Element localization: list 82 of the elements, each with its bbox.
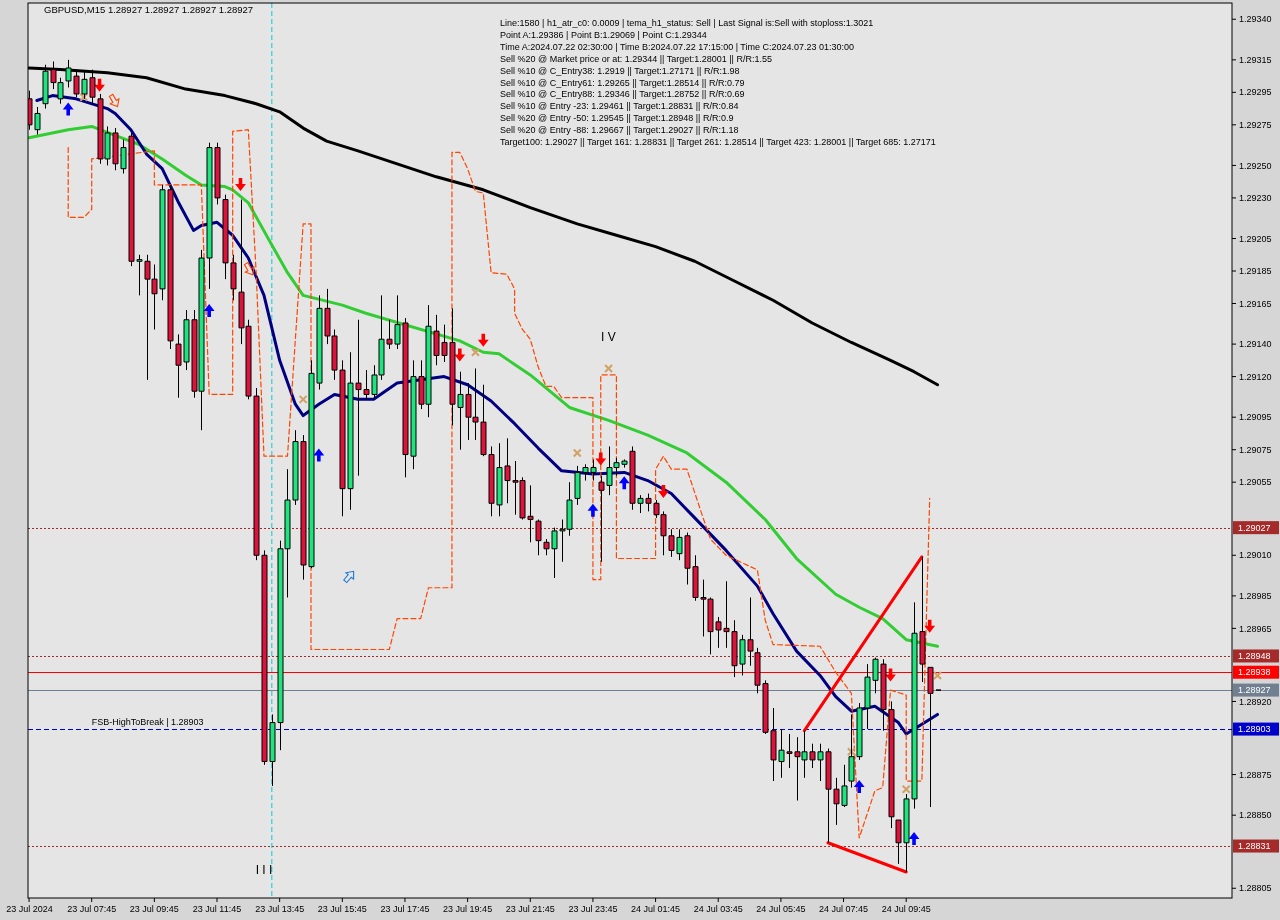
point (658, 484, 669, 498)
x-tick-label: 23 Jul 19:45 (443, 904, 493, 914)
ref-line-label: 1.29027 (1238, 522, 1271, 533)
annotation: Sell %10 @ Entry -23: 1.29461 || Target:1.28831 || R/R:0.84 (500, 101, 739, 112)
y-tick-label: 1.29230 (1239, 193, 1272, 204)
point (885, 668, 896, 682)
point (572, 448, 582, 458)
point (595, 452, 607, 466)
point (618, 476, 630, 490)
x-tick-label: 23 Jul 11:45 (192, 904, 242, 914)
y-tick-label: 1.28875 (1239, 769, 1272, 780)
x-tick-label: 24 Jul 05:45 (756, 904, 806, 914)
y-tick-label: 1.29205 (1239, 233, 1272, 244)
x-tick-label: 23 Jul 13:45 (255, 904, 305, 914)
point (298, 394, 308, 404)
annotation: Sell %20 @ Entry -88: 1.29667 || Target:1.29027 || R/R:1.18 (500, 125, 739, 136)
y-tick-label: 1.29055 (1239, 477, 1272, 488)
y-tick-label: 1.29340 (1239, 14, 1272, 25)
annotation: Time A:2024.07.22 02:30:00 | Time B:2024.07.22 17:15:00 | Time C:2024.07.23 01:30:00 (500, 41, 855, 52)
y-tick-label: 1.29095 (1239, 412, 1272, 423)
annotation: Sell %20 @ Market price or at: 1.29344 || Target:1.28001 || R/R:1.55 (500, 53, 772, 64)
y-tick-label: 1.29075 (1239, 444, 1272, 455)
ref-line-label: 1.28948 (1238, 651, 1271, 662)
x-tick-label: 23 Jul 21:45 (505, 904, 555, 914)
annotation: Sell %10 @ C_Entry38: 1.2919 || Target:1.27171 || R/R:1.98 (500, 65, 740, 76)
y-tick-label: 1.29250 (1239, 160, 1272, 171)
point (235, 177, 246, 191)
point (604, 363, 614, 373)
y-tick-label: 1.29275 (1239, 119, 1272, 130)
y-tick-label: 1.29185 (1239, 266, 1272, 277)
point (470, 347, 480, 357)
annotation: FSB-HighToBreak | 1.28903 (91, 717, 204, 728)
y-tick-label: 1.28965 (1239, 623, 1272, 634)
point (313, 448, 325, 462)
point (79, 92, 89, 102)
y-tick-label: 1.28805 (1239, 883, 1272, 894)
point (853, 779, 865, 793)
y-tick-label: 1.29315 (1239, 55, 1272, 65)
x-tick-label: 24 Jul 07:45 (819, 904, 869, 914)
point (454, 348, 466, 362)
point (203, 304, 215, 317)
point (908, 831, 920, 845)
annotation: Point A:1.29386 | Point B:1.29069 | Point C:1.29344 (500, 29, 707, 40)
point (62, 102, 74, 116)
chart-title: GBPUSD,M15 1.28927 1.28927 1.28927 1.28927 (44, 4, 254, 15)
y-tick-label: 1.28985 (1239, 591, 1272, 602)
annotation: I V (600, 330, 616, 345)
x-tick-label: 23 Jul 23:45 (568, 904, 618, 914)
x-tick-label: 24 Jul 01:45 (631, 904, 681, 914)
y-tick-label: 1.29140 (1239, 339, 1272, 350)
point (587, 503, 599, 517)
y-tick-label: 1.29120 (1239, 371, 1272, 382)
annotation: Target100: 1.29027 || Target 161: 1.28831 || Target 261: 1.28514 || Target 423: 1.28001 || Target 685: 1.27171 (500, 137, 936, 147)
y-tick-label: 1.28850 (1239, 810, 1272, 821)
annotation: Line:1580 | h1_atr_c0: 0.0009 | tema_h1_status: Sell | Last Signal is:Sell with stoploss:1.3021 (500, 18, 874, 28)
x-tick-label: 23 Jul 09:45 (129, 904, 179, 914)
point (924, 619, 936, 633)
point (477, 333, 489, 347)
x-tick-label: 24 Jul 03:45 (693, 904, 743, 914)
ref-line-label: 1.28903 (1238, 724, 1271, 735)
ref-line-label: 1.28831 (1238, 841, 1271, 852)
y-tick-label: 1.29010 (1239, 550, 1272, 561)
point (846, 747, 856, 757)
y-tick-label: 1.29295 (1239, 87, 1272, 98)
x-tick-label: 23 Jul 07:45 (67, 904, 117, 914)
x-tick-label: 24 Jul 09:45 (881, 904, 931, 914)
point (901, 784, 911, 794)
annotation: Sell %10 @ C_Entry88: 1.29346 || Target:1.28752 || R/R:0.69 (500, 89, 745, 100)
annotation: Sell %20 @ Entry -50: 1.29545 || Target:1.28948 || R/R:0.9 (500, 113, 734, 124)
x-tick-label: 23 Jul 2024 (6, 904, 53, 914)
x-tick-label: 23 Jul 15:45 (317, 904, 367, 914)
point (933, 670, 943, 680)
ref-line-label: 1.28938 (1238, 667, 1271, 678)
point (94, 78, 105, 92)
candlestick (535, 519, 542, 556)
y-tick-label: 1.29165 (1239, 298, 1272, 309)
y-tick-label: 1.28920 (1239, 696, 1272, 707)
x-tick-label: 23 Jul 17:45 (380, 904, 430, 914)
annotation: Sell %10 @ C_Entry61: 1.29265 || Target:1.28514 || R/R:0.79 (500, 77, 745, 88)
candlestick (927, 666, 934, 808)
ref-line-label: 1.28927 (1238, 685, 1271, 696)
annotation: I I I (255, 863, 273, 878)
